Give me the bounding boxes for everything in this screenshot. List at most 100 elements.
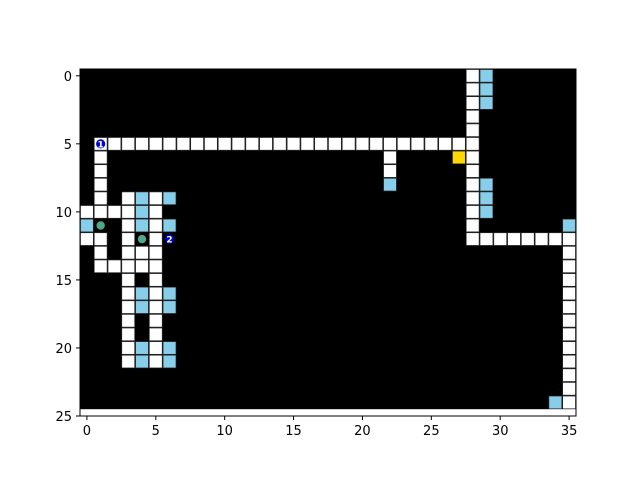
floor-cell [259,137,273,151]
floor-cell [121,191,135,205]
x-tick-label: 30 [492,424,509,439]
floor-cell [121,259,135,273]
y-tick-label: 15 [55,274,72,289]
floor-cell [465,69,480,83]
floor-cell [314,137,328,151]
floor-cell [328,137,342,151]
x-tick-label: 20 [354,424,371,439]
floor-cell [217,137,232,151]
y-tick-label: 10 [55,206,72,221]
floor-cell [465,150,480,165]
floor-cell [121,354,135,369]
floor-cell [135,259,149,273]
floor-cell [135,137,149,151]
floor-cell [107,137,122,151]
floor-cell [355,137,370,151]
floor-cell [410,137,425,151]
floor-cell [93,164,108,178]
floor-cell [562,327,576,341]
floor-cell [438,137,452,151]
special-cell [479,178,494,192]
floor-cell [121,137,135,151]
special-cell [479,205,494,219]
floor-cell [562,354,576,369]
floor-cell [93,191,108,205]
floor-cell [562,341,576,355]
special-cell [383,178,397,192]
floor-cell [534,232,549,246]
ball-marker [137,234,147,244]
floor-cell [465,123,480,137]
floor-cell [465,191,480,205]
floor-cell [121,205,135,219]
floor-cell [397,137,411,151]
floor-cell [80,205,94,219]
special-cell [135,286,149,301]
floor-cell [479,232,494,246]
floor-cell [121,286,135,301]
floor-cell [383,150,397,165]
ball-marker [96,221,105,230]
special-cell [135,205,149,219]
floor-cell [521,232,535,246]
floor-cell [562,273,576,287]
floor-cell [204,137,218,151]
special-cell [479,96,494,110]
floor-cell [562,259,576,273]
floor-cell [465,137,480,151]
floor-cell [93,232,108,246]
floor-cell [424,137,439,151]
axes-frame [79,68,577,417]
floor-cell [149,246,163,260]
floor-cell [341,137,356,151]
floor-cell [562,368,576,382]
floor-cell [149,273,163,287]
floor-cell [149,327,163,341]
floor-cell [121,341,135,355]
x-tick-label: 10 [216,424,233,439]
floor-cell [465,110,480,124]
special-cell [162,300,177,314]
floor-cell [562,395,576,409]
special-cell [479,69,494,83]
y-tick-label: 25 [55,410,72,425]
special-cell [162,286,177,301]
floor-cell [121,232,135,246]
floor-cell [562,286,576,301]
floor-cell [383,137,397,151]
special-cell [562,218,576,233]
floor-cell [273,137,287,151]
x-tick-label: 35 [561,424,578,439]
plot-area: 12 [80,69,576,410]
floor-cell [507,232,521,246]
special-cell [135,354,149,369]
goal-cell [452,150,466,165]
agent-marker [96,139,106,149]
floor-cell [190,137,204,151]
floor-cell [465,164,480,178]
floor-cell [93,205,108,219]
special-cell [162,354,177,369]
floor-cell [80,232,94,246]
floor-cell [562,246,576,260]
special-cell [162,218,177,233]
floor-cell [465,96,480,110]
floor-cell [107,205,122,219]
floor-cell [245,137,259,151]
floor-cell [93,178,108,192]
floor-cell [562,314,576,328]
floor-cell [493,232,507,246]
special-cell [135,218,149,233]
floor-cell [286,137,301,151]
floor-cell [465,178,480,192]
floor-cell [465,218,480,233]
floor-cell [231,137,246,151]
floor-cell [465,205,480,219]
x-tick-label: 15 [285,424,302,439]
axes: 0 5 10 15 20 25 30 35 0 5 10 15 20 25 [55,68,578,439]
y-tick-label: 20 [55,342,72,357]
floor-cell [93,246,108,260]
floor-cell [149,259,163,273]
floor-cell [176,137,191,151]
